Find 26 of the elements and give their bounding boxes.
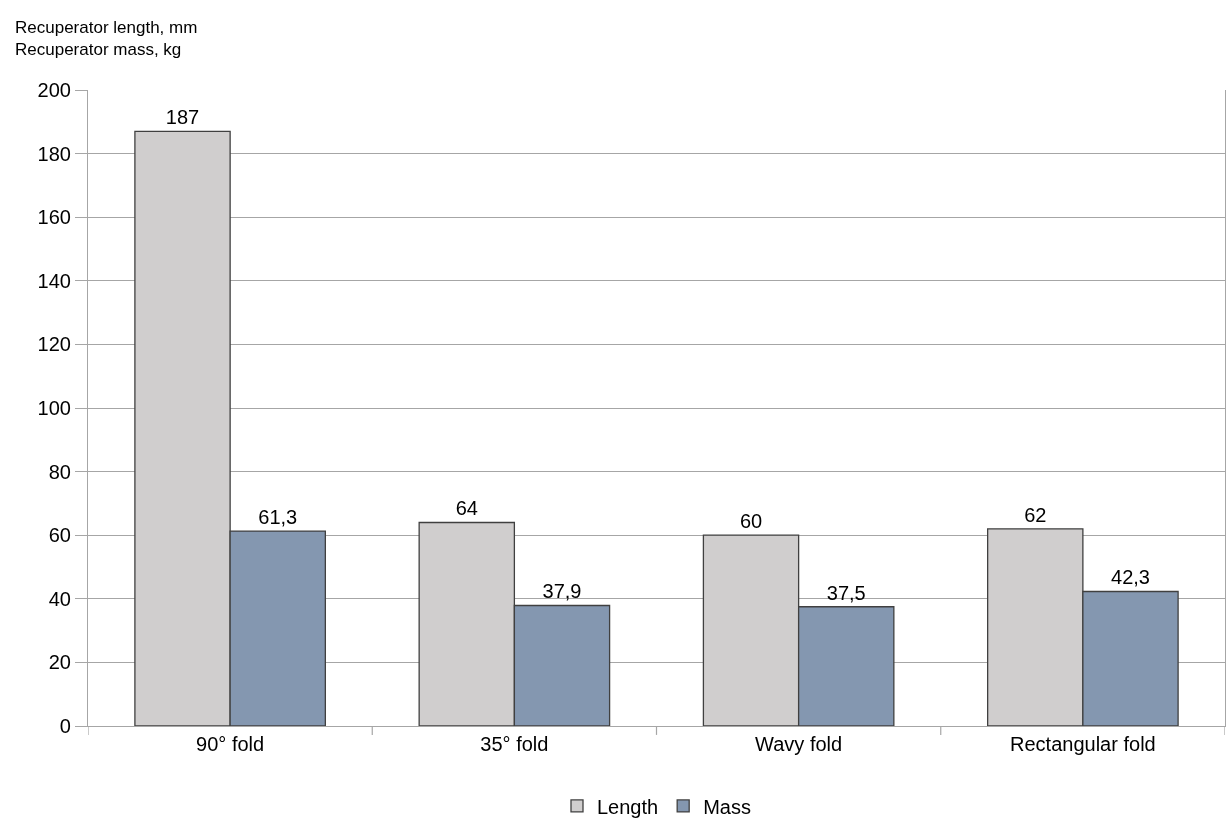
x-tick-label: Rectangular fold [1010,733,1156,756]
data-label: 61,3 [258,506,298,529]
y-tick-label: 100 [37,397,71,419]
x-tick-label: 35° fold [480,733,549,756]
y-tick-label: 80 [48,460,71,483]
y-tick-label: 200 [37,79,71,101]
data-label: 42,3 [1111,566,1150,589]
legend-label: Length [597,795,659,818]
y-tick-label: 60 [48,524,71,547]
x-tick-label: 90° fold [196,733,265,756]
data-label: 62 [1024,503,1047,526]
x-tick-label: Wavy fold [755,733,843,756]
y-tick-label: 160 [37,206,71,229]
y-axis-title: Recuperator length, mm Recuperator mass, kg [15,18,198,60]
data-label: 60 [739,510,763,533]
y-tick-label: 180 [37,142,71,165]
y-tick-label: 20 [48,651,71,674]
y-tick-label: 0 [59,715,71,737]
data-label: 187 [165,106,200,129]
legend-label: Mass [703,795,751,818]
data-label: 37,9 [542,580,582,603]
y-tick-label: 40 [48,587,71,610]
data-label: 64 [455,497,478,520]
y-tick-label: 120 [37,333,71,356]
data-label: 37,5 [826,581,866,604]
y-tick-label: 140 [37,269,71,292]
